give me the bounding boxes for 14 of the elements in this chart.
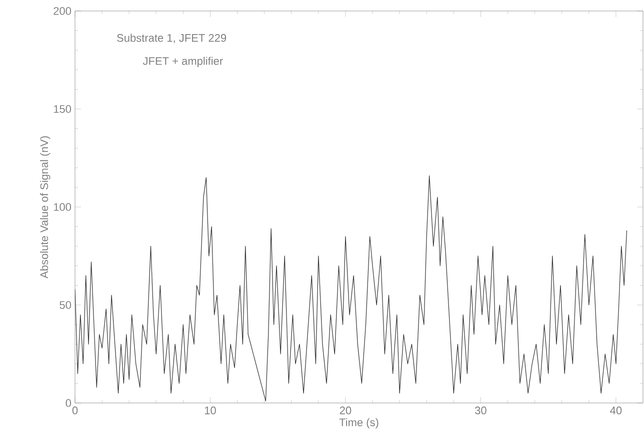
y-tick-label: 100 (54, 203, 72, 211)
y-axis-title: Absolute Value of Signal (nV) (40, 136, 50, 278)
y-tick-label: 50 (60, 301, 72, 309)
x-tick-label: 30 (475, 406, 486, 414)
x-tick-label: 0 (72, 406, 78, 414)
y-tick-label: 0 (66, 399, 72, 407)
y-tick-label: 150 (54, 105, 72, 113)
x-tick-label: 20 (340, 406, 352, 414)
y-tick-label: 200 (54, 7, 72, 15)
x-tick-label: 40 (610, 406, 622, 414)
x-axis-title: Time (s) (339, 418, 378, 428)
x-tick-label: 10 (204, 406, 216, 414)
annotation: Substrate 1, JFET 229 (117, 34, 226, 44)
annotation: JFET + amplifier (142, 56, 223, 68)
